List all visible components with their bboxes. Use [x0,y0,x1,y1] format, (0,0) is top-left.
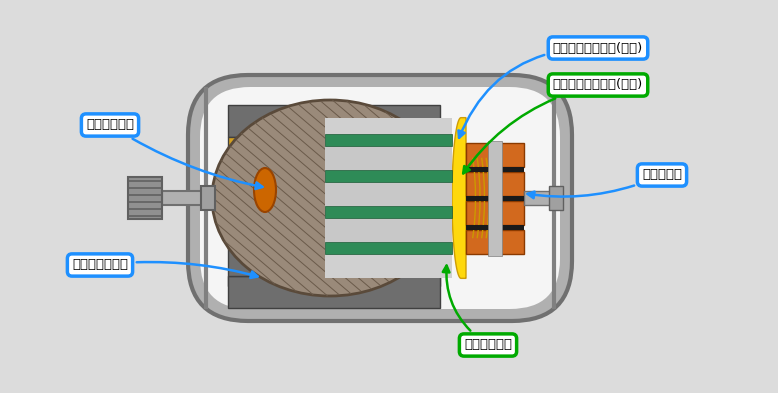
Bar [325,170,452,182]
Text: マグネット接着: マグネット接着 [72,259,258,278]
Bar [466,167,524,171]
Bar [488,141,502,255]
Text: バランスパテ: バランスパテ [86,119,262,189]
Bar [466,195,524,200]
Bar [228,276,440,286]
Bar [466,230,524,253]
Text: スロット絶縁: スロット絶縁 [443,266,512,351]
Bar [228,276,440,308]
Bar [325,242,452,254]
Bar [466,171,524,195]
Bar [524,191,559,205]
Polygon shape [452,118,466,278]
Text: コンミ接着: コンミ接着 [527,169,682,198]
Bar [325,146,452,170]
Ellipse shape [212,100,448,296]
Bar [466,224,524,230]
Bar [466,143,524,167]
Bar [466,200,524,224]
Bar [325,218,452,242]
Text: コイル含浸／固着(液状): コイル含浸／固着(液状) [458,42,643,138]
Ellipse shape [254,168,276,212]
Bar [228,137,440,147]
Bar [325,118,452,278]
Bar [128,177,162,219]
Bar [325,134,452,146]
Bar [549,186,563,210]
Text: コイル含浸／固着(粉体): コイル含浸／固着(粉体) [463,79,643,173]
Bar [228,105,440,137]
Bar [162,191,237,205]
Bar [325,182,452,206]
Bar [201,186,215,210]
Bar [228,244,440,276]
Bar [325,206,452,218]
FancyBboxPatch shape [200,87,560,309]
FancyBboxPatch shape [188,75,572,321]
